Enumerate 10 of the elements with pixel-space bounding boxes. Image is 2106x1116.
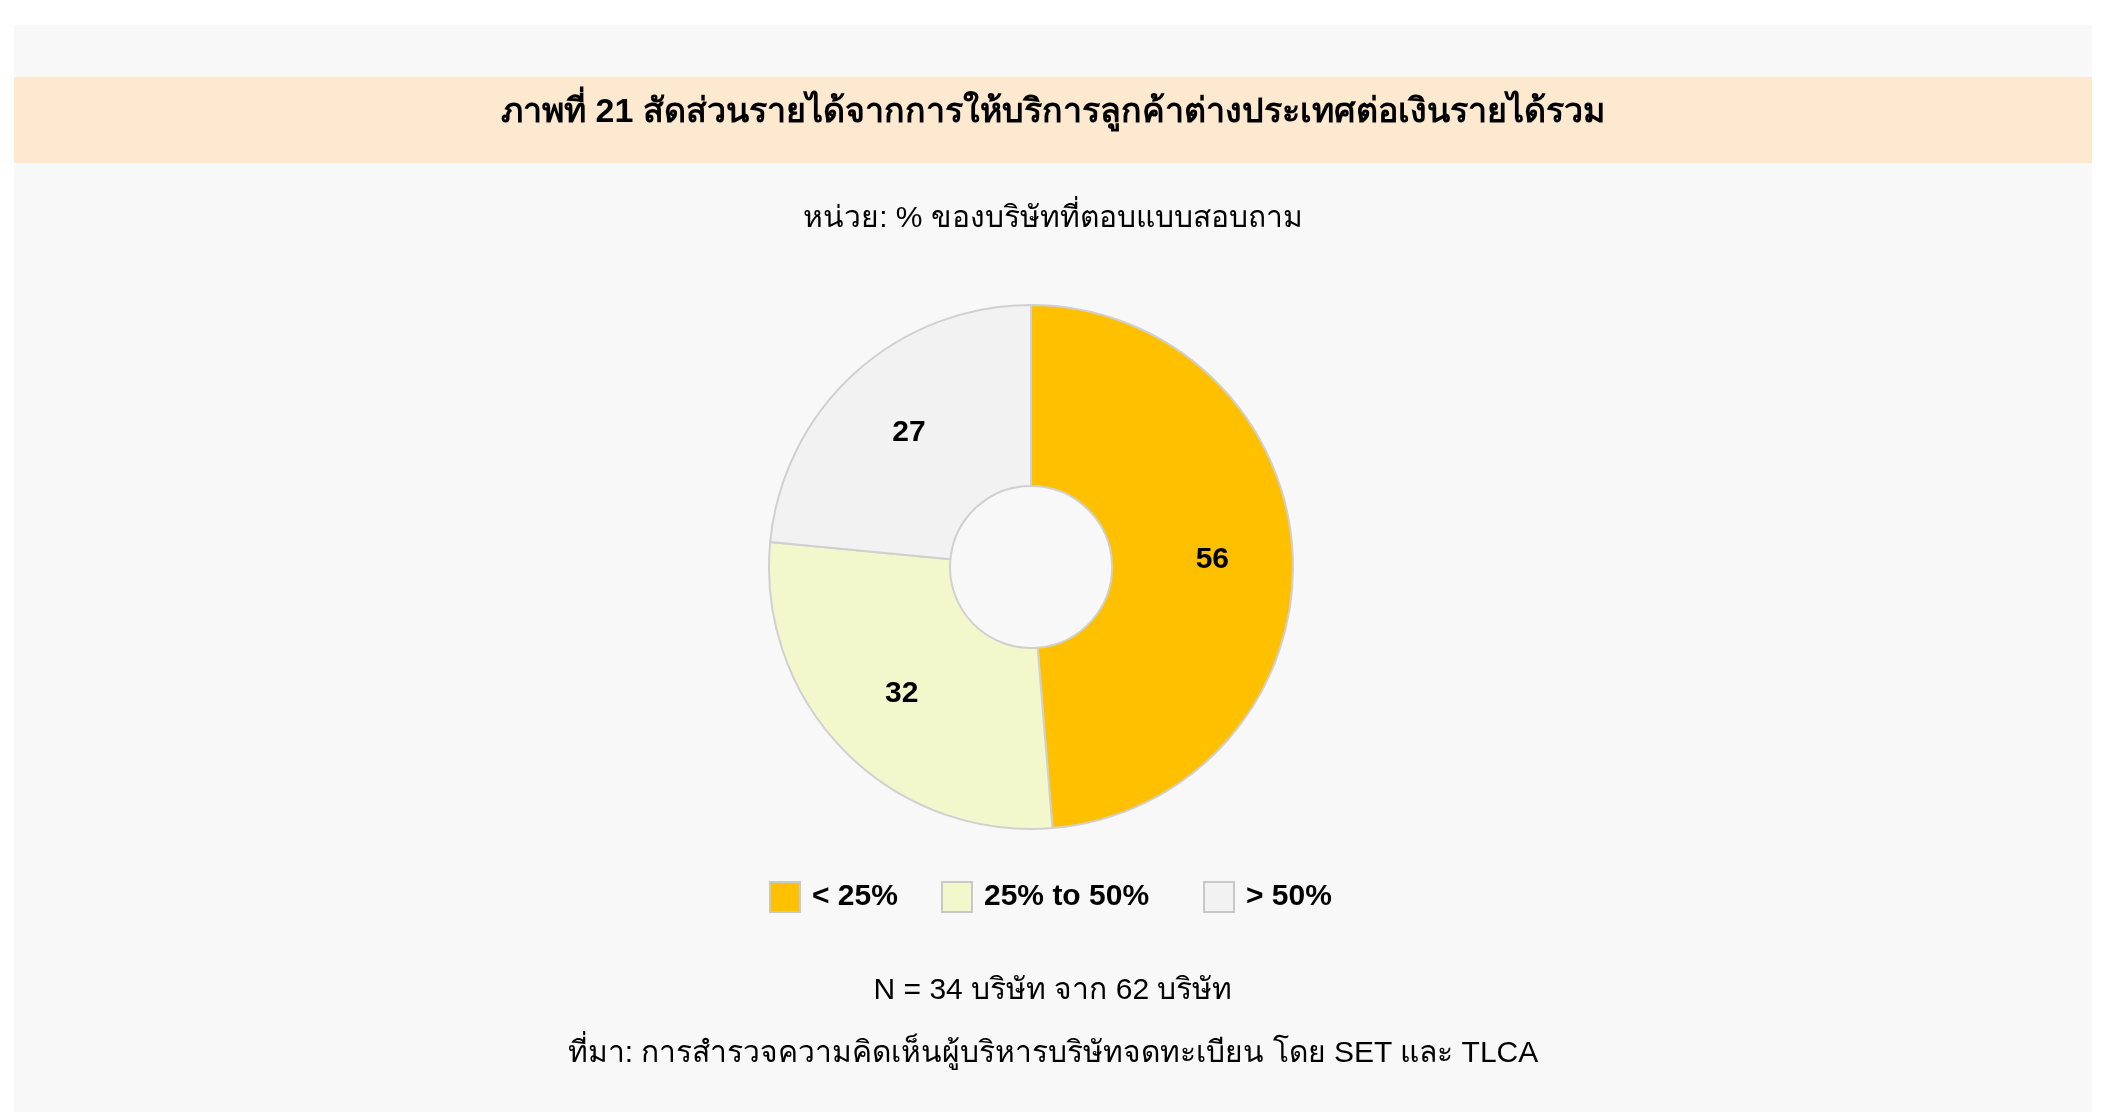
chart-subtitle: หน่วย: % ของบริษัทที่ตอบแบบสอบถาม	[803, 195, 1303, 233]
legend-label: 25% to 50%	[984, 877, 1150, 911]
chart-title: ภาพที่ 21 สัดส่วนรายได้จากการให้บริการลูกค้าต่างประเทศต่อเงินรายได้รวม	[501, 85, 1605, 132]
text: ที่มา: การสำรวจความคิดเห็นผู้บริหารบริษัทจดทะเบียน โดย SET และ TLCA	[567, 1030, 1539, 1070]
legend-label: > 50%	[1246, 877, 1332, 911]
text: N = 34 บริษัท จาก 62 บริษัท	[873, 971, 1233, 1005]
legend-label: < 25%	[812, 877, 898, 911]
data-label: 27	[892, 413, 926, 447]
data-label: 56	[1195, 540, 1230, 574]
data-label: 32	[885, 675, 919, 709]
